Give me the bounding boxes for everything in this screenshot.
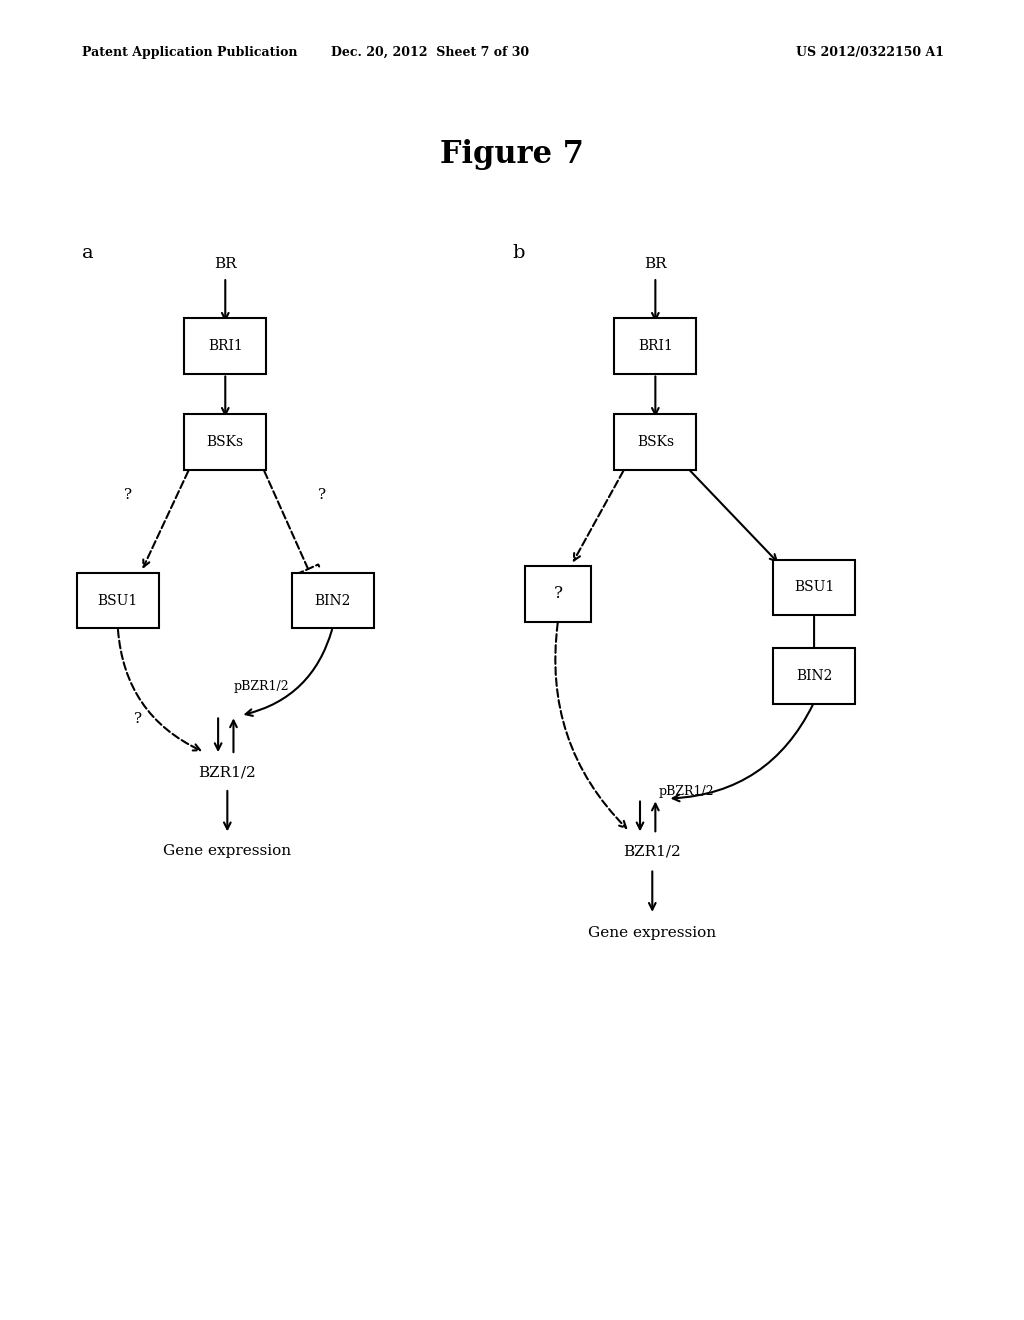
- Text: BZR1/2: BZR1/2: [199, 766, 256, 779]
- FancyBboxPatch shape: [292, 573, 374, 628]
- Text: pBZR1/2: pBZR1/2: [233, 680, 289, 693]
- Text: ?: ?: [124, 488, 132, 502]
- Text: BRI1: BRI1: [208, 339, 243, 352]
- FancyBboxPatch shape: [614, 318, 696, 374]
- Text: Dec. 20, 2012  Sheet 7 of 30: Dec. 20, 2012 Sheet 7 of 30: [331, 46, 529, 59]
- Text: BSU1: BSU1: [97, 594, 138, 607]
- Text: a: a: [82, 244, 93, 263]
- Text: ?: ?: [318, 488, 327, 502]
- Text: Figure 7: Figure 7: [440, 139, 584, 169]
- FancyBboxPatch shape: [525, 566, 592, 622]
- Text: ?: ?: [134, 713, 142, 726]
- Text: BZR1/2: BZR1/2: [624, 845, 681, 858]
- FancyBboxPatch shape: [184, 414, 266, 470]
- Text: BSKs: BSKs: [207, 436, 244, 449]
- FancyBboxPatch shape: [773, 648, 855, 704]
- FancyBboxPatch shape: [614, 414, 696, 470]
- Text: Gene expression: Gene expression: [163, 845, 292, 858]
- FancyBboxPatch shape: [77, 573, 159, 628]
- Text: BSU1: BSU1: [794, 581, 835, 594]
- Text: BR: BR: [214, 257, 237, 271]
- FancyBboxPatch shape: [773, 560, 855, 615]
- Text: ?: ?: [554, 586, 562, 602]
- Text: BRI1: BRI1: [638, 339, 673, 352]
- Text: Gene expression: Gene expression: [588, 927, 717, 940]
- Text: b: b: [512, 244, 524, 263]
- Text: Patent Application Publication: Patent Application Publication: [82, 46, 297, 59]
- Text: BIN2: BIN2: [314, 594, 351, 607]
- FancyBboxPatch shape: [184, 318, 266, 374]
- Text: US 2012/0322150 A1: US 2012/0322150 A1: [797, 46, 944, 59]
- Text: BIN2: BIN2: [796, 669, 833, 682]
- Text: pBZR1/2: pBZR1/2: [658, 785, 714, 799]
- Text: BSKs: BSKs: [637, 436, 674, 449]
- Text: BR: BR: [644, 257, 667, 271]
